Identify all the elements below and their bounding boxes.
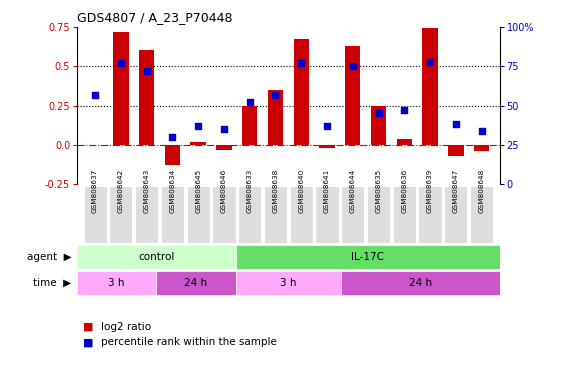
- Text: control: control: [138, 252, 175, 262]
- Bar: [293, 40, 309, 145]
- Bar: [216, 145, 232, 150]
- Point: [116, 60, 126, 66]
- Point: [348, 63, 357, 70]
- Point: [271, 91, 280, 98]
- FancyBboxPatch shape: [83, 185, 107, 243]
- Text: GSM808640: GSM808640: [298, 169, 304, 213]
- Bar: [164, 145, 180, 166]
- Text: 3 h: 3 h: [280, 278, 296, 288]
- Bar: [345, 46, 360, 145]
- Text: 3 h: 3 h: [108, 278, 125, 288]
- FancyBboxPatch shape: [341, 185, 364, 243]
- Text: agent  ▶: agent ▶: [27, 252, 71, 262]
- Point: [194, 123, 203, 129]
- Point: [477, 128, 486, 134]
- FancyBboxPatch shape: [161, 185, 184, 243]
- Text: GSM808643: GSM808643: [144, 169, 150, 213]
- Text: ■: ■: [83, 322, 93, 332]
- Text: GDS4807 / A_23_P70448: GDS4807 / A_23_P70448: [77, 11, 232, 24]
- Bar: [397, 139, 412, 145]
- Text: GSM808637: GSM808637: [92, 169, 98, 213]
- FancyBboxPatch shape: [470, 185, 493, 243]
- Text: GSM808644: GSM808644: [350, 169, 356, 213]
- Text: GSM808642: GSM808642: [118, 169, 124, 213]
- Bar: [371, 106, 386, 145]
- FancyBboxPatch shape: [444, 185, 468, 243]
- FancyBboxPatch shape: [289, 185, 313, 243]
- Text: time  ▶: time ▶: [33, 278, 71, 288]
- FancyBboxPatch shape: [235, 245, 500, 269]
- Text: 24 h: 24 h: [409, 278, 432, 288]
- Point: [374, 111, 383, 117]
- Bar: [113, 31, 128, 145]
- FancyBboxPatch shape: [77, 271, 156, 295]
- Text: IL-17C: IL-17C: [351, 252, 384, 262]
- Text: GSM808645: GSM808645: [195, 169, 201, 213]
- FancyBboxPatch shape: [77, 245, 235, 269]
- Text: GSM808635: GSM808635: [376, 169, 381, 213]
- Bar: [139, 50, 154, 145]
- FancyBboxPatch shape: [235, 271, 341, 295]
- FancyBboxPatch shape: [341, 271, 500, 295]
- Point: [219, 126, 228, 132]
- Text: 24 h: 24 h: [184, 278, 207, 288]
- Text: GSM808634: GSM808634: [170, 169, 175, 213]
- FancyBboxPatch shape: [187, 185, 210, 243]
- Bar: [191, 142, 206, 145]
- FancyBboxPatch shape: [156, 271, 235, 295]
- Text: GSM808638: GSM808638: [272, 169, 279, 213]
- Text: GSM808641: GSM808641: [324, 169, 330, 213]
- Point: [323, 123, 332, 129]
- FancyBboxPatch shape: [367, 185, 390, 243]
- Point: [400, 107, 409, 113]
- Text: GSM808648: GSM808648: [478, 169, 485, 213]
- Point: [425, 58, 435, 65]
- Point: [245, 99, 254, 106]
- Bar: [319, 145, 335, 148]
- FancyBboxPatch shape: [109, 185, 132, 243]
- FancyBboxPatch shape: [315, 185, 339, 243]
- Bar: [268, 90, 283, 145]
- Bar: [448, 145, 464, 156]
- Bar: [423, 28, 438, 145]
- Point: [297, 60, 306, 66]
- FancyBboxPatch shape: [212, 185, 236, 243]
- Text: GSM808636: GSM808636: [401, 169, 407, 213]
- Bar: [474, 145, 489, 151]
- Point: [451, 121, 460, 127]
- Text: log2 ratio: log2 ratio: [101, 322, 151, 332]
- Text: GSM808647: GSM808647: [453, 169, 459, 213]
- Point: [142, 68, 151, 74]
- Text: percentile rank within the sample: percentile rank within the sample: [101, 337, 277, 347]
- FancyBboxPatch shape: [238, 185, 262, 243]
- FancyBboxPatch shape: [264, 185, 287, 243]
- Text: GSM808646: GSM808646: [221, 169, 227, 213]
- FancyBboxPatch shape: [419, 185, 441, 243]
- Text: GSM808633: GSM808633: [247, 169, 253, 213]
- FancyBboxPatch shape: [393, 185, 416, 243]
- FancyBboxPatch shape: [135, 185, 158, 243]
- Text: ■: ■: [83, 337, 93, 347]
- Text: GSM808639: GSM808639: [427, 169, 433, 213]
- Point: [91, 91, 100, 98]
- Point: [168, 134, 177, 140]
- Bar: [242, 106, 258, 145]
